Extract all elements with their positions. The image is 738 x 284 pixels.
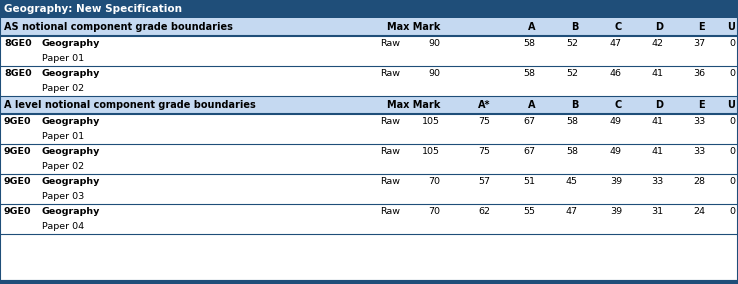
Text: 0: 0 [729,39,735,48]
Text: 0: 0 [729,207,735,216]
Text: Paper 04: Paper 04 [42,222,84,231]
Text: 70: 70 [428,177,440,186]
Text: 9GE0: 9GE0 [4,207,32,216]
Text: 28: 28 [693,177,705,186]
Text: Max Mark: Max Mark [387,100,440,110]
Text: 58: 58 [523,39,535,48]
Text: 0: 0 [729,147,735,156]
Text: 37: 37 [693,39,705,48]
Text: 52: 52 [566,69,578,78]
Text: C: C [615,100,622,110]
Text: A*: A* [477,100,490,110]
Text: 67: 67 [523,147,535,156]
Text: A: A [528,22,535,32]
Text: 39: 39 [610,207,622,216]
Bar [0,144,738,174]
Text: 36: 36 [693,69,705,78]
Text: 33: 33 [693,147,705,156]
Text: Paper 02: Paper 02 [42,84,84,93]
Text: Raw: Raw [380,117,400,126]
Bar [0,204,738,234]
Text: 8GE0: 8GE0 [4,39,32,48]
Text: 51: 51 [523,177,535,186]
Text: 62: 62 [478,207,490,216]
Text: 42: 42 [651,39,663,48]
Text: Raw: Raw [380,207,400,216]
Text: 41: 41 [651,147,663,156]
Text: Raw: Raw [380,177,400,186]
Text: C: C [615,22,622,32]
Text: 67: 67 [523,117,535,126]
Text: Raw: Raw [380,39,400,48]
Text: 9GE0: 9GE0 [4,147,32,156]
Text: Geography: New Specification: Geography: New Specification [4,4,182,14]
Text: B: B [570,100,578,110]
Text: 0: 0 [729,177,735,186]
Text: Max Mark: Max Mark [387,22,440,32]
Text: B: B [570,22,578,32]
Text: 55: 55 [523,207,535,216]
Text: Geography: Geography [42,39,100,48]
Text: 0: 0 [729,69,735,78]
Text: Geography: Geography [42,117,100,126]
Text: Geography: Geography [42,177,100,186]
Text: 49: 49 [610,117,622,126]
Text: 0: 0 [729,117,735,126]
Text: Paper 02: Paper 02 [42,162,84,171]
Text: 31: 31 [651,207,663,216]
Text: Paper 01: Paper 01 [42,54,84,63]
Text: 58: 58 [566,117,578,126]
Bar [0,0,738,18]
Text: D: D [655,22,663,32]
Text: Raw: Raw [380,147,400,156]
Text: D: D [655,100,663,110]
Bar [0,114,738,144]
Text: 105: 105 [422,117,440,126]
Text: 9GE0: 9GE0 [4,177,32,186]
Bar [0,66,738,96]
Text: U: U [727,100,735,110]
Text: E: E [698,22,705,32]
Text: A: A [528,100,535,110]
Bar [0,96,738,114]
Text: 9GE0: 9GE0 [4,117,32,126]
Text: 41: 41 [651,117,663,126]
Text: 58: 58 [523,69,535,78]
Text: 33: 33 [693,117,705,126]
Text: 90: 90 [428,69,440,78]
Text: Geography: Geography [42,207,100,216]
Bar [0,18,738,36]
Text: U: U [727,22,735,32]
Text: 52: 52 [566,39,578,48]
Text: 75: 75 [478,117,490,126]
Text: 70: 70 [428,207,440,216]
Text: 47: 47 [566,207,578,216]
Text: Paper 03: Paper 03 [42,192,84,201]
Bar [0,36,738,66]
Text: Paper 01: Paper 01 [42,132,84,141]
Text: Geography: Geography [42,69,100,78]
Text: 33: 33 [651,177,663,186]
Bar [0,174,738,204]
Text: AS notional component grade boundaries: AS notional component grade boundaries [4,22,233,32]
Text: Raw: Raw [380,69,400,78]
Text: 45: 45 [566,177,578,186]
Text: 90: 90 [428,39,440,48]
Text: Geography: Geography [42,147,100,156]
Text: 41: 41 [651,69,663,78]
Text: 8GE0: 8GE0 [4,69,32,78]
Text: 58: 58 [566,147,578,156]
Text: A level notional component grade boundaries: A level notional component grade boundar… [4,100,256,110]
Text: 105: 105 [422,147,440,156]
Text: 39: 39 [610,177,622,186]
Text: 47: 47 [610,39,622,48]
Text: 57: 57 [478,177,490,186]
Text: 24: 24 [693,207,705,216]
Text: E: E [698,100,705,110]
Text: 49: 49 [610,147,622,156]
Text: 75: 75 [478,147,490,156]
Text: 46: 46 [610,69,622,78]
